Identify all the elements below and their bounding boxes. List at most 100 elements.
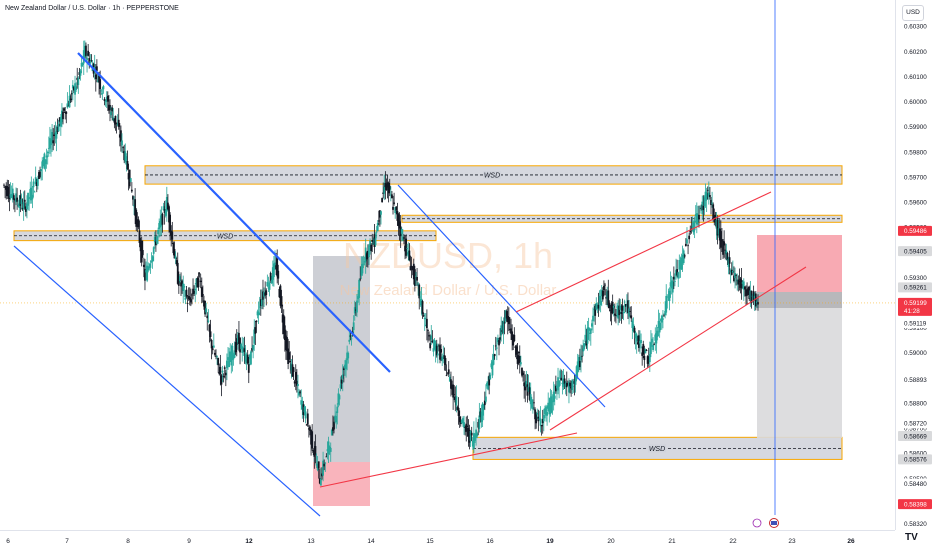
- rising-channel-upper[interactable]: [515, 191, 772, 313]
- candle-body: [653, 344, 656, 346]
- price-tick-label: 0.60100: [904, 74, 927, 81]
- short-entry-box[interactable]: [757, 292, 842, 308]
- price-label: 0.58893: [904, 377, 927, 384]
- candle-body: [439, 345, 441, 360]
- candle-body: [752, 291, 755, 301]
- candle-body: [629, 311, 632, 312]
- candle-body: [527, 386, 530, 392]
- candle-body: [701, 201, 704, 215]
- candle-body: [44, 159, 47, 165]
- candle-body: [456, 407, 459, 410]
- candle-body: [100, 90, 103, 92]
- candle-body: [509, 328, 511, 331]
- candle-body: [446, 373, 449, 375]
- candle-body: [718, 228, 721, 241]
- candle-body: [406, 248, 409, 250]
- candle-body: [47, 147, 50, 149]
- candle-body: [679, 260, 682, 269]
- candle-body: [309, 426, 311, 431]
- candle-body: [457, 407, 460, 416]
- candle-body: [389, 194, 392, 196]
- candle-body: [3, 184, 5, 186]
- candle-body: [217, 357, 220, 366]
- short-stop-box[interactable]: [757, 235, 842, 292]
- candle-body: [229, 351, 232, 362]
- candle-body: [277, 270, 280, 279]
- candle-body: [248, 354, 251, 360]
- candle-body: [156, 236, 158, 244]
- candle-body: [20, 199, 23, 205]
- candle-body: [704, 191, 707, 201]
- candle-body: [234, 342, 237, 353]
- candle-body: [76, 77, 79, 80]
- time-tick-label: 12: [245, 538, 253, 545]
- candle-body: [463, 422, 465, 428]
- candle-body: [480, 411, 483, 422]
- candle-body: [542, 415, 545, 422]
- candle-body: [275, 265, 277, 270]
- candle-body: [528, 387, 531, 400]
- candle-body: [22, 202, 25, 209]
- candle-body: [192, 288, 194, 295]
- candle-body: [300, 400, 303, 405]
- support-trendline[interactable]: [319, 432, 578, 488]
- candle-body: [144, 269, 146, 281]
- candle-body: [195, 278, 198, 285]
- candle-body: [177, 278, 180, 286]
- candle-body: [547, 402, 550, 409]
- candle-body: [751, 295, 754, 297]
- candle-body: [345, 360, 347, 370]
- candle-body: [735, 274, 738, 276]
- price-label: 0.58576: [904, 457, 927, 464]
- candle-body: [681, 255, 684, 263]
- candle-body: [705, 193, 708, 200]
- candle-body: [353, 307, 356, 314]
- candle-body: [323, 463, 326, 467]
- candle-body: [597, 304, 600, 309]
- long-position-box[interactable]: [313, 256, 370, 462]
- secondary-downtrend-line[interactable]: [397, 184, 606, 408]
- rising-channel-lower[interactable]: [549, 266, 807, 431]
- lightning-event-icon[interactable]: [752, 518, 762, 528]
- candle-body: [526, 384, 529, 396]
- time-tick-label: 26: [847, 538, 855, 545]
- candle-body: [518, 355, 521, 363]
- candle-body: [348, 339, 351, 342]
- candle-body: [387, 182, 390, 194]
- candle-body: [582, 348, 585, 352]
- major-downtrend-line[interactable]: [77, 52, 391, 373]
- candle-body: [643, 356, 646, 361]
- candle-body: [674, 281, 676, 282]
- candle-body: [711, 202, 714, 204]
- candle-body: [376, 222, 379, 232]
- short-target-box[interactable]: [757, 308, 842, 438]
- candle-body: [124, 151, 127, 162]
- candle-body: [163, 209, 166, 214]
- candle-body: [393, 202, 396, 204]
- candle-body: [620, 311, 623, 315]
- candle-body: [578, 360, 581, 368]
- candle-body: [485, 396, 487, 402]
- candle-body: [295, 380, 298, 386]
- candle-body: [522, 372, 524, 376]
- candle-body: [618, 305, 621, 316]
- candle-body: [294, 371, 297, 381]
- candle-body: [545, 406, 547, 416]
- candle-body: [599, 300, 602, 305]
- candle-body: [287, 348, 290, 364]
- candle-body: [575, 366, 578, 380]
- candle-body: [658, 322, 661, 333]
- candle-body: [365, 253, 368, 260]
- candle-body: [110, 111, 112, 116]
- currency-button[interactable]: USD: [902, 5, 924, 21]
- candle-body: [737, 279, 740, 285]
- candle-body: [639, 340, 641, 344]
- candle-body: [399, 226, 402, 237]
- candle-body: [340, 379, 343, 384]
- candle-body: [383, 186, 386, 194]
- candle-body: [482, 404, 485, 410]
- candle-body: [205, 308, 208, 313]
- lower-channel-line[interactable]: [13, 245, 321, 517]
- candle-body: [4, 186, 6, 188]
